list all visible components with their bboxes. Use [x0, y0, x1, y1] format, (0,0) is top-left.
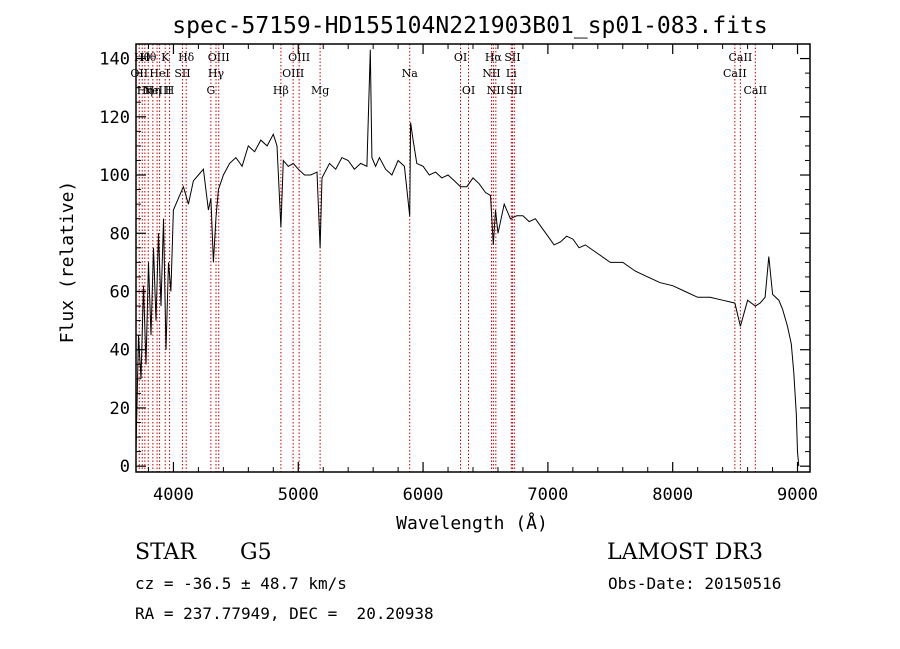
- marker-label-11: G: [206, 84, 215, 97]
- x-tick-label-4: 8000: [652, 485, 693, 505]
- y-tick-label-2: 40: [110, 341, 130, 361]
- marker-label-19: OI: [454, 51, 467, 64]
- flux-series-line: [135, 49, 800, 467]
- y-tick-label-4: 80: [110, 224, 130, 244]
- y-axis: 0 20 40 60 80 100 120 140: [99, 50, 810, 477]
- marker-label-18: Na: [402, 67, 419, 80]
- marker-label-21: NII: [482, 67, 500, 80]
- marker-label-20: OI: [462, 84, 475, 97]
- marker-label-5: NeIII: [143, 84, 172, 97]
- y-tick-label-5: 100: [99, 166, 130, 186]
- x-tick-label-0: 4000: [153, 485, 194, 505]
- y-tick-label-7: 140: [99, 50, 130, 70]
- marker-label-4: Hη: [145, 84, 161, 97]
- object-subclass: G5: [240, 540, 272, 565]
- x-tick-label-1: 5000: [278, 485, 319, 505]
- object-class: STAR: [135, 540, 196, 565]
- marker-label-8: H: [165, 84, 175, 97]
- marker-label-24: Li: [506, 67, 517, 80]
- marker-label-26: SII: [506, 84, 522, 97]
- x-tick-label-3: 7000: [527, 485, 568, 505]
- obs-date: Obs-Date: 20150516: [608, 574, 782, 593]
- marker-label-16: OIII: [288, 51, 310, 64]
- marker-label-7: K: [161, 51, 170, 64]
- marker-label-1: Hθ: [134, 51, 151, 64]
- x-tick-label-2: 6000: [403, 485, 444, 505]
- marker-label-29: CaII: [743, 84, 767, 97]
- marker-label-10: Hδ: [178, 51, 195, 64]
- y-tick-label-1: 20: [110, 399, 130, 419]
- survey-name: LAMOST DR3: [607, 540, 763, 565]
- coordinates: RA = 237.77949, DEC = 20.20938: [135, 604, 434, 623]
- chart-title: spec-57159-HD155104N221903B01_sp01-083.f…: [172, 13, 767, 39]
- marker-label-17: Mg: [311, 84, 329, 97]
- x-axis-label: Wavelength (Å): [396, 512, 548, 534]
- x-axis: 4000 5000 6000 7000 8000 9000: [147, 44, 818, 505]
- marker-labels: OIIHθHηHθHηNeIIIHeIKHSIIHδGHγOIIIHβOIIIO…: [130, 51, 767, 97]
- y-tick-label-3: 60: [110, 282, 130, 302]
- redshift-text: cz = -36.5 ± 48.7 km/s: [135, 574, 347, 593]
- marker-label-15: OIII: [282, 67, 304, 80]
- y-axis-label: Flux (relative): [57, 181, 78, 344]
- y-tick-label-6: 120: [99, 108, 130, 128]
- marker-label-27: CaII: [723, 67, 747, 80]
- line-markers: [138, 44, 756, 472]
- marker-label-28: CaII: [729, 51, 753, 64]
- marker-label-6: HeI: [149, 67, 169, 80]
- marker-label-9: SII: [174, 67, 190, 80]
- x-tick-label-5: 9000: [777, 485, 818, 505]
- marker-label-12: Hγ: [208, 67, 225, 80]
- plot-frame: [135, 43, 811, 473]
- marker-label-22: Hα: [485, 51, 503, 64]
- marker-label-25: SII: [504, 51, 520, 64]
- marker-label-13: OIII: [208, 51, 230, 64]
- marker-label-14: Hβ: [273, 84, 289, 97]
- marker-label-23: NII: [487, 84, 505, 97]
- y-tick-label-0: 0: [120, 457, 130, 477]
- marker-label-3: Hθ: [140, 51, 157, 64]
